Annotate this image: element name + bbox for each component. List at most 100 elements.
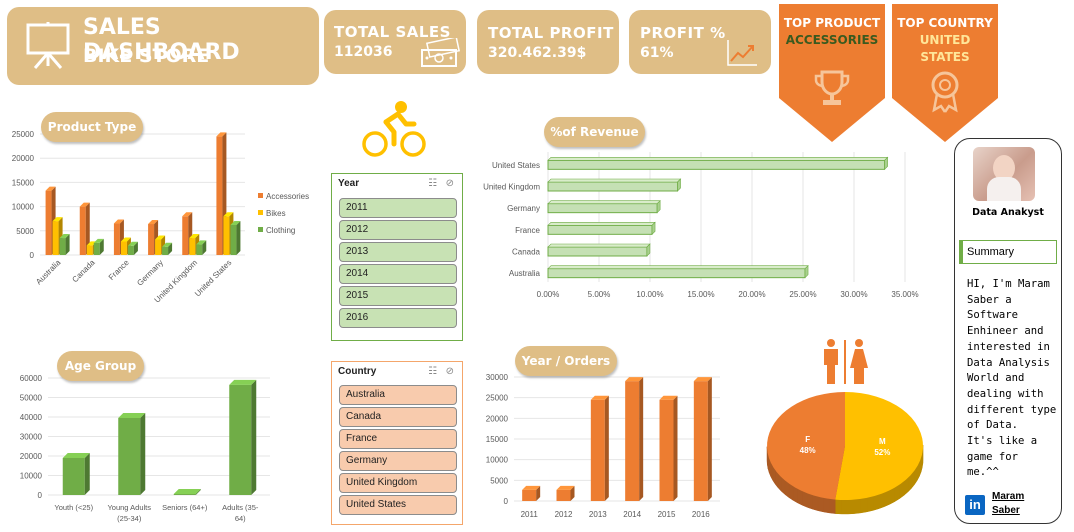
linkedin-link-line2[interactable]: Saber <box>992 505 1020 516</box>
summary-line: It's like a <box>967 435 1038 448</box>
y-tick-label: 25000 <box>12 130 35 139</box>
bar-revenue <box>547 221 656 236</box>
y-tick-label: 15000 <box>486 435 509 444</box>
total-profit-value: 320.462.39$ <box>488 45 587 61</box>
y-tick-label: France <box>515 226 540 235</box>
pie-slice-wall <box>872 494 879 511</box>
bar-orders <box>590 395 609 501</box>
y-tick-label: Australia <box>509 269 541 278</box>
bar-accessories <box>79 202 90 255</box>
pie-slice-wall <box>817 496 824 513</box>
y-tick-label: 20000 <box>12 154 35 163</box>
country-item-australia[interactable]: Australia <box>339 385 457 405</box>
x-tick-label: 5.00% <box>588 290 611 299</box>
bar-age-group <box>62 452 90 495</box>
bar-clothing <box>127 241 138 255</box>
total-sales-card: TOTAL SALES 112036 <box>324 10 466 74</box>
year-item-2011[interactable]: 2011 <box>339 198 457 218</box>
x-tick-label: 2015 <box>658 510 676 519</box>
multi-select-icon[interactable]: ☷ <box>428 366 438 377</box>
year-item-2013[interactable]: 2013 <box>339 242 457 262</box>
x-tick-label: 10.00% <box>636 290 663 299</box>
pie-slice-wall <box>894 484 900 503</box>
product-type-title: Product Type <box>41 112 143 142</box>
y-tick-label: 5000 <box>16 227 34 236</box>
summary-line: game for <box>967 450 1019 463</box>
profile-card: Data Anakyst Summary HI, I'm Maram Saber … <box>954 138 1062 524</box>
x-tick-label: 0.00% <box>537 290 560 299</box>
year-orders-title: Year / Orders <box>515 346 617 376</box>
pie-slice-wall <box>889 487 895 505</box>
year-item-2016[interactable]: 2016 <box>339 308 457 328</box>
x-tick-label: 35.00% <box>891 290 918 299</box>
pie-slice-f <box>766 392 845 500</box>
y-tick-label: 60000 <box>20 374 43 383</box>
pie-label: M <box>879 437 886 446</box>
summary-text: HI, I'm Maram Saber a Software Enhineer and… <box>967 277 1057 481</box>
country-item-united-kingdom[interactable]: United Kingdom <box>339 473 457 493</box>
x-tick-label: (25-34) <box>117 514 142 523</box>
pie-slice-wall <box>866 496 874 513</box>
country-item-germany[interactable]: Germany <box>339 451 457 471</box>
growth-chart-icon <box>727 40 757 66</box>
pie-label: F <box>805 435 810 444</box>
pie-slice-wall <box>792 485 798 504</box>
y-tick-label: 10000 <box>12 203 35 212</box>
pie-slice-wall <box>812 494 819 512</box>
pie-slice-wall <box>878 492 885 510</box>
y-tick-label: 50000 <box>20 394 43 403</box>
bar-clothing <box>230 220 241 255</box>
bar-age-group <box>118 412 146 495</box>
y-tick-label: 20000 <box>486 414 509 423</box>
summary-line: Software <box>967 309 1019 322</box>
bar-clothing <box>59 234 70 255</box>
y-tick-label: 20000 <box>20 452 43 461</box>
y-tick-label: 10000 <box>20 472 43 481</box>
award-icon <box>931 71 959 113</box>
clear-filter-icon[interactable]: ⊘ <box>445 178 454 189</box>
x-tick-label: 15.00% <box>687 290 714 299</box>
y-tick-label: Germany <box>507 204 540 213</box>
year-item-2014[interactable]: 2014 <box>339 264 457 284</box>
x-tick-label: 2014 <box>623 510 641 519</box>
year-item-2012[interactable]: 2012 <box>339 220 457 240</box>
pie-slice-wall <box>834 499 842 515</box>
linkedin-link-line1[interactable]: Maram <box>992 491 1025 502</box>
summary-label: Summary <box>967 246 1015 258</box>
legend-label: Bikes <box>266 209 286 218</box>
pie-slice-wall <box>823 497 830 514</box>
pie-slice-wall <box>802 490 808 508</box>
summary-line: dealing with <box>967 387 1044 400</box>
legend-label: Accessories <box>266 192 309 201</box>
country-item-france[interactable]: France <box>339 429 457 449</box>
year-item-2015[interactable]: 2015 <box>339 286 457 306</box>
clear-filter-icon[interactable]: ⊘ <box>445 366 454 377</box>
year-slicer: Year ☷ ⊘ 2011 2012 2013 2014 2015 2016 <box>331 173 463 341</box>
country-item-united-states[interactable]: United States <box>339 495 457 515</box>
y-tick-label: 0 <box>38 491 43 500</box>
country-item-canada[interactable]: Canada <box>339 407 457 427</box>
total-sales-value: 112036 <box>334 44 393 60</box>
legend-label: Clothing <box>266 226 295 235</box>
top-country-value-line1: UNITED <box>919 33 971 47</box>
presentation-board-icon <box>26 22 70 69</box>
multi-select-icon[interactable]: ☷ <box>428 178 438 189</box>
summary-line: Saber a <box>967 293 1012 306</box>
legend-swatch <box>258 193 263 198</box>
summary-line: HI, I'm Maram <box>967 278 1050 290</box>
top-product-value: ACCESSORIES <box>785 33 879 47</box>
x-tick-label: Seniors (64+) <box>162 503 208 512</box>
linkedin-icon[interactable]: in <box>965 495 985 515</box>
top-country-label: TOP COUNTRY <box>897 16 993 30</box>
y-tick-label: 0 <box>30 251 35 260</box>
age-group-title: Age Group <box>57 351 144 381</box>
x-tick-label: 2013 <box>589 510 607 519</box>
y-tick-label: 30000 <box>20 433 43 442</box>
x-tick-label: 2012 <box>555 510 573 519</box>
year-orders-chart: 0 5000 10000 15000 20000 25000 30000 2011 2012 20… <box>486 373 720 519</box>
top-country-ribbon: TOP COUNTRY UNITED STATES <box>892 4 998 144</box>
bar-age-group <box>229 379 257 495</box>
bar-orders <box>556 485 575 501</box>
x-tick-label: Adults (35- <box>222 503 259 512</box>
total-sales-label: TOTAL SALES <box>334 23 451 41</box>
